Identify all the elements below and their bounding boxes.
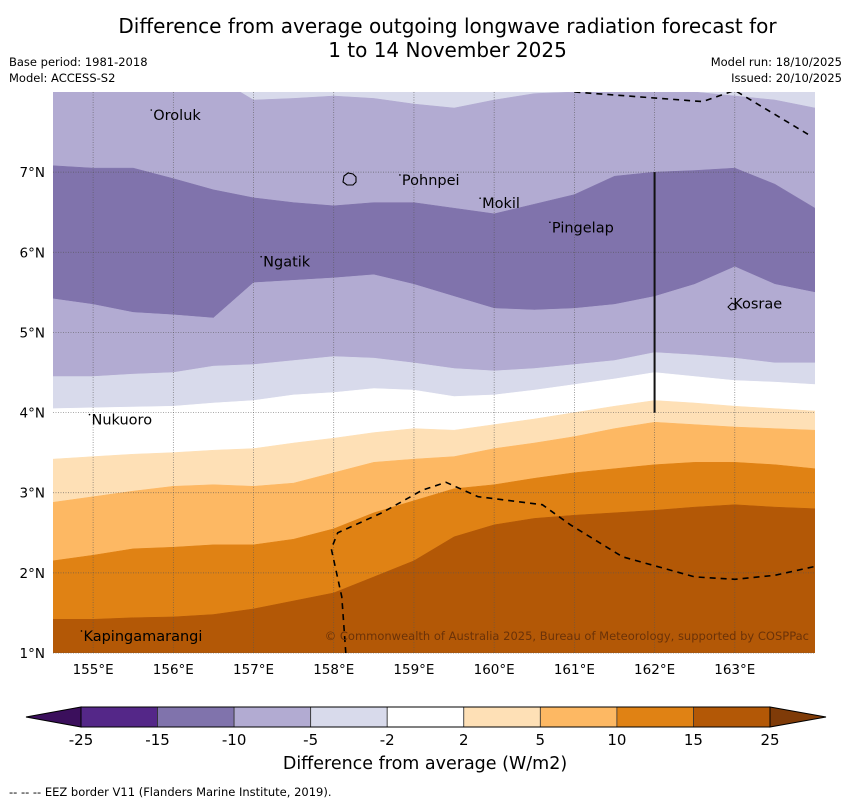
base-period: Base period: 1981-2018 [9, 55, 148, 69]
place-marker [88, 413, 91, 416]
colorbar-segment [386, 706, 465, 728]
colorbar-tick-label: -10 [222, 731, 247, 749]
colorbar-tick-label: 25 [760, 731, 779, 749]
colorbar-tick-label: 2 [459, 731, 469, 749]
lat-tick-label: 2°N [20, 566, 45, 582]
lon-tick-label: 163°E [714, 662, 755, 678]
place-label-pohnpei: Pohnpei [402, 173, 460, 189]
issued-date: Issued: 20/10/2025 [731, 71, 842, 85]
place-label-ngatik: Ngatik [263, 255, 311, 271]
place-marker [479, 197, 481, 200]
colorbar: -25 -15 -10 -5 -2 2 5 10 15 25 [25, 706, 827, 749]
lat-tick-label: 6°N [20, 245, 45, 261]
colorbar-tick-label: -5 [303, 731, 318, 749]
colorbar-segment [310, 706, 388, 728]
place-label-oroluk: Oroluk [153, 108, 201, 124]
lon-tick-label: 157°E [233, 662, 274, 678]
colorbar-tick-label: -15 [145, 731, 170, 749]
lat-tick-label: 4°N [20, 406, 45, 422]
axes: 155°E 156°E 157°E 158°E 159°E 160°E 161°E 162°E… [20, 165, 756, 678]
colorbar-extend-high [769, 706, 827, 728]
lat-tick-label: 1°N [20, 646, 45, 662]
colorbar-segment [80, 706, 158, 728]
gridlines [53, 92, 815, 654]
colorbar-segment [157, 706, 235, 728]
eez-footnote: -- -- -- EEZ border V11 (Flanders Marine… [9, 785, 332, 799]
lon-tick-label: 159°E [393, 662, 434, 678]
colorbar-tick-label: 15 [684, 731, 703, 749]
colorbar-title: Difference from average (W/m2) [282, 754, 568, 774]
model-name: Model: ACCESS-S2 [9, 71, 116, 85]
pohnpei-island-outline [342, 172, 357, 186]
lon-tick-label: 158°E [313, 662, 354, 678]
title-line-1: Difference from average outgoing longwav… [118, 14, 777, 38]
lat-tick-label: 5°N [20, 325, 45, 341]
place-marker [730, 297, 732, 300]
model-run: Model run: 18/10/2025 [710, 55, 842, 69]
place-label-pingelap: Pingelap [552, 220, 614, 236]
place-label-kapingamarangi: Kapingamarangi [83, 629, 202, 645]
lon-tick-label: 160°E [474, 662, 515, 678]
title-line-2: 1 to 14 November 2025 [328, 38, 567, 62]
lat-tick-label: 3°N [20, 486, 45, 502]
colorbar-segment [616, 706, 694, 728]
place-marker [150, 109, 153, 111]
meta-left: Base period: 1981-2018 Model: ACCESS-S2 [9, 54, 148, 86]
lon-tick-label: 155°E [73, 662, 114, 678]
place-labels: Oroluk Pohnpei Mokil Pingelap Ngatik Kosrae Nu… [80, 108, 782, 645]
place-marker [399, 174, 401, 176]
meta-right: Model run: 18/10/2025 Issued: 20/10/2025 [711, 54, 842, 86]
copyright-text: © Commonwealth of Australia 2025, Bureau… [325, 629, 809, 643]
lon-tick-label: 162°E [634, 662, 675, 678]
colorbar-segment [539, 706, 618, 728]
colorbar-frame [80, 706, 771, 728]
colorbar-tick-label: 5 [536, 731, 546, 749]
band-15-to-25 [53, 504, 815, 653]
lat-tick-label: 7°N [20, 165, 45, 181]
eez-border-south [330, 481, 815, 653]
colorbar-tick-label: -25 [69, 731, 94, 749]
contour-fills [53, 92, 815, 653]
colorbar-segment [463, 706, 541, 728]
chart-title: Difference from average outgoing longwav… [0, 14, 850, 62]
colorbar-tick-label: 10 [607, 731, 626, 749]
colorbar-extend-low [25, 706, 82, 728]
eez-border-north [574, 92, 812, 137]
place-label-nukuoro: Nukuoro [92, 413, 153, 429]
place-label-kosrae: Kosrae [733, 296, 782, 312]
place-marker [549, 221, 551, 224]
place-label-mokil: Mokil [482, 196, 520, 212]
lon-tick-label: 161°E [554, 662, 595, 678]
kosrae-island-outline [727, 302, 737, 311]
colorbar-tick-label: -2 [380, 731, 395, 749]
place-marker [260, 255, 262, 258]
place-marker [80, 630, 83, 632]
lon-tick-label: 156°E [153, 662, 194, 678]
overlays: © Commonwealth of Australia 2025, Bureau… [325, 92, 815, 653]
colorbar-segment [233, 706, 312, 728]
colorbar-segment [693, 706, 771, 728]
